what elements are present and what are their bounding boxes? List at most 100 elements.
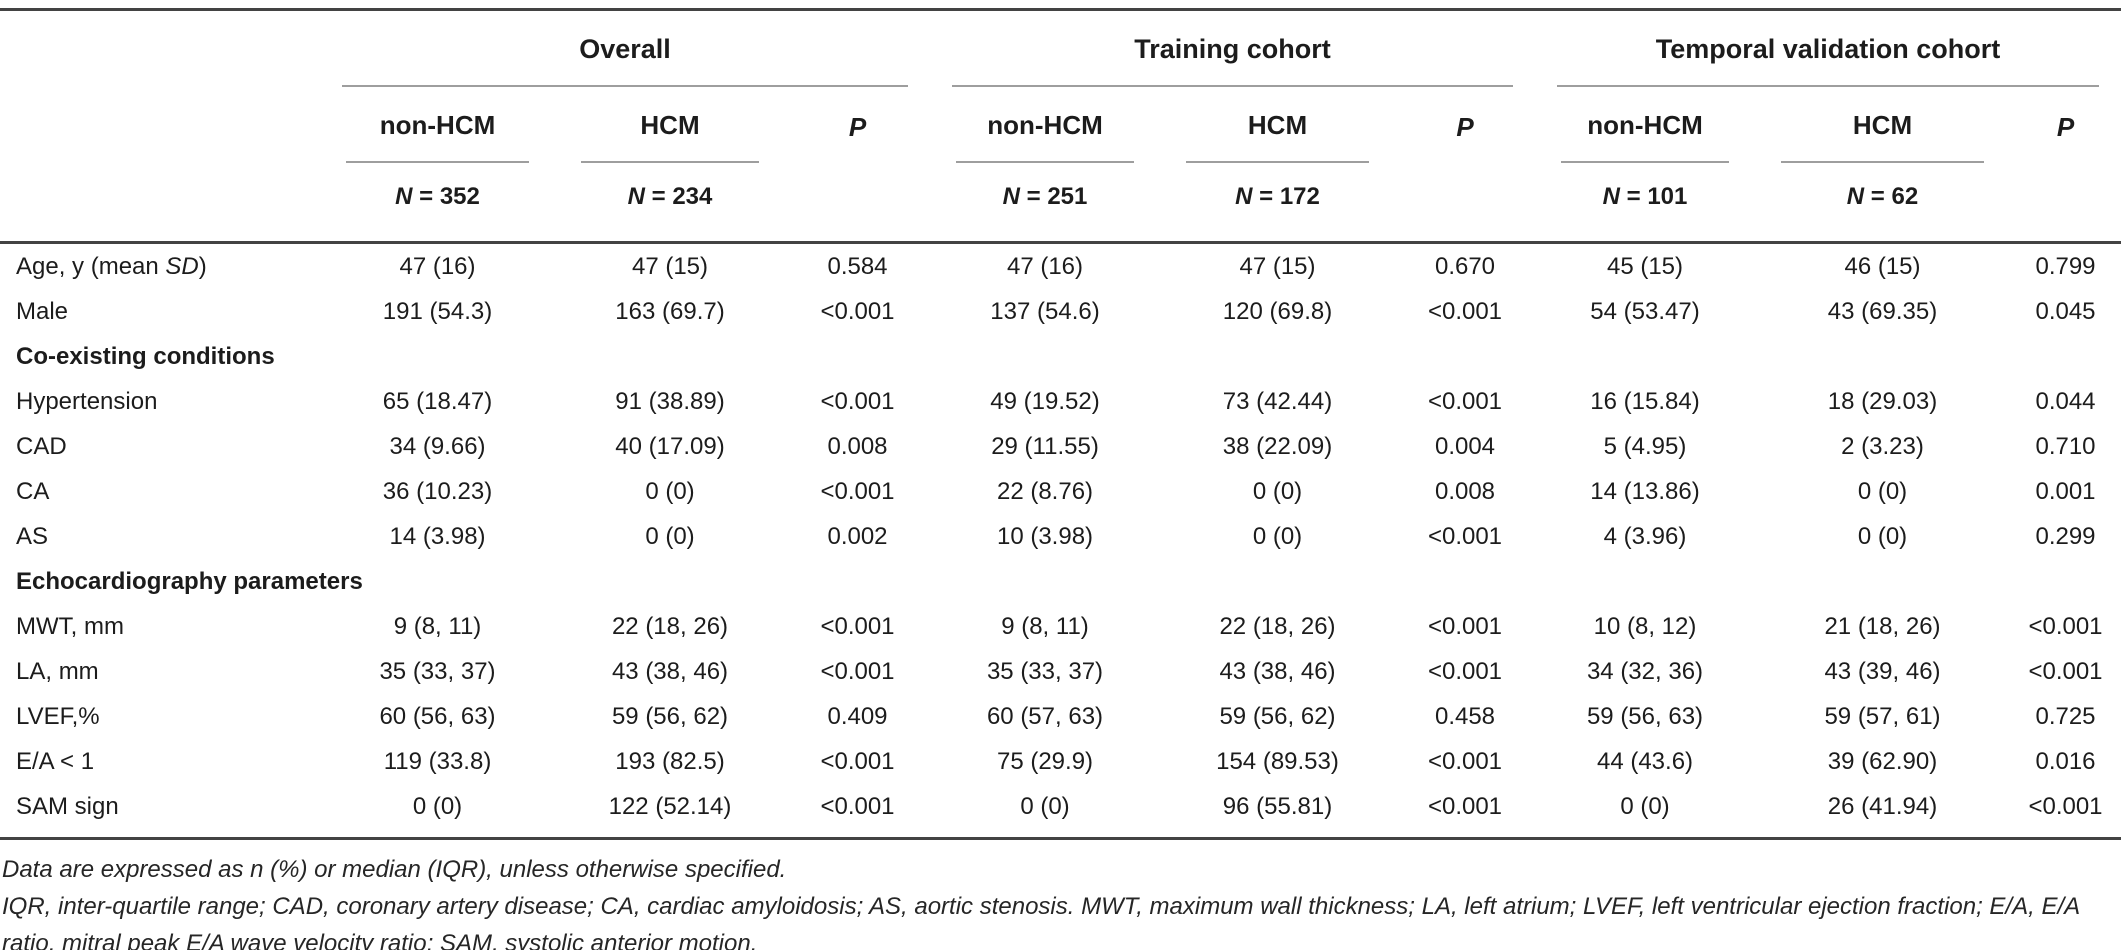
cell: 0.001 [2035,477,2096,505]
cell: 0.008 [1434,477,1496,505]
cell: 4 (3.96) [1603,522,1687,550]
cell: 22 (8.76) [996,477,1094,505]
row-label-text: CA [16,477,50,505]
cell: <0.001 [2028,657,2103,685]
cell: 0 (0) [1252,522,1303,550]
cell: 39 (62.90) [1827,747,1938,775]
sample-size-overall-hcm: N = 234 [555,163,785,244]
cell: 193 (82.5) [615,747,725,775]
cell: 10 (3.98) [996,522,1094,550]
cell: 35 (33, 37) [986,657,1104,685]
column-header-temporal-hcm: HCM [1755,87,2010,163]
cell: <0.001 [2028,612,2103,640]
cell: 5 (4.95) [1603,432,1687,460]
section-label: Echocardiography parameters [0,559,2121,604]
table-header: Overall Training cohort Temporal validat… [0,9,2121,244]
cell: <0.001 [820,747,895,775]
cell: 60 (56, 63) [379,702,496,730]
cell: 2 (3.23) [1841,432,1924,460]
row-label: SAM sign [0,784,320,840]
cell: 59 (56, 63) [1586,702,1704,730]
cell: 0 (0) [1252,477,1303,505]
table-row: SAM sign 0 (0) 122 (52.14) <0.001 0 (0) 96 (5… [0,784,2121,840]
cell: 47 (16) [1006,252,1084,280]
cell: 40 (17.09) [615,432,725,460]
cell: 16 (15.84) [1590,387,1700,415]
cell: 54 (53.47) [1590,297,1700,325]
row-label-text: Male [16,297,69,325]
cell: 0 (0) [930,784,1160,840]
cell: 0.584 [827,252,888,280]
cell: 35 (33, 37) [379,657,496,685]
row-label-text: SD [165,252,199,280]
table-row: Hypertension 65 (18.47) 91 (38.89) <0.001 49… [0,379,2121,424]
cell: 154 (89.53) [1216,747,1339,775]
row-label-text: ) [198,252,207,280]
table-row: Male 191 (54.3) 163 (69.7) <0.001 137 (54.6)… [0,289,2121,334]
cell: 34 (9.66) [389,432,486,460]
cell: 10 (8, 12) [1593,612,1697,640]
row-label-text: SAM sign [16,792,119,820]
section-label: Co-existing conditions [0,334,2121,379]
cell: 0 (0) [645,477,695,505]
cell: <0.001 [1427,522,1503,550]
row-label-text: E/A < 1 [16,747,95,775]
cell: 44 (43.6) [1596,747,1694,775]
cell: 0 (0) [320,784,555,840]
cell: 0.725 [2035,702,2096,730]
table-row: E/A < 1 119 (33.8) 193 (82.5) <0.001 75 (29.… [0,739,2121,784]
column-header-overall-hcm: HCM [555,87,785,163]
table-row: CA 36 (10.23) 0 (0) <0.001 22 (8.76) 0 (0) 0.0… [0,469,2121,514]
cell: 0.670 [1434,252,1496,280]
cell: 47 (15) [631,252,709,280]
row-label: LVEF,% [0,694,320,739]
row-label: CAD [0,424,320,469]
cell: <0.001 [820,477,895,505]
cell: 119 (33.8) [383,747,492,775]
row-label-text: Echocardiography parameters [16,567,363,595]
row-label-text: LVEF,% [16,702,100,730]
cell: <0.001 [820,387,895,415]
cell: 0 (0) [1857,477,1908,505]
row-label: Male [0,289,320,334]
group-label: Temporal validation cohort [1557,28,2099,87]
cell: 29 (11.55) [991,432,1099,460]
cell: 0.458 [1434,702,1496,730]
sample-size-training-non-hcm: N = 251 [930,163,1160,244]
cell: 47 (15) [1239,252,1316,280]
cell: 91 (38.89) [615,387,725,415]
cell: 120 (69.8) [1222,297,1333,325]
sample-size-temporal-hcm: N = 62 [1755,163,2010,244]
table-row: AS 14 (3.98) 0 (0) 0.002 10 (3.98) 0 (0) <0.00… [0,514,2121,559]
cell: 9 (8, 11) [393,612,482,640]
cell: <0.001 [1427,297,1503,325]
cohort-comparison-table: Overall Training cohort Temporal validat… [0,8,2121,840]
cell: <0.001 [820,297,895,325]
cell: 43 (38, 46) [611,657,729,685]
table-row: LVEF,% 60 (56, 63) 59 (56, 62) 0.409 60 (57,… [0,694,2121,739]
cell: 43 (39, 46) [1824,657,1941,685]
cell: 0.299 [2035,522,2096,550]
cell: 34 (32, 36) [1586,657,1704,685]
row-label: CA [0,469,320,514]
cell: <0.001 [785,784,930,840]
group-header-training: Training cohort [930,10,1535,87]
cell: 46 (15) [1844,252,1921,280]
cell: 65 (18.47) [382,387,493,415]
row-label-text: Hypertension [16,387,158,415]
sample-size-temporal-non-hcm: N = 101 [1535,163,1755,244]
cell: 191 (54.3) [382,297,493,325]
cell: 18 (29.03) [1827,387,1938,415]
column-header-overall-p: P [848,112,867,142]
cell: <0.001 [1427,612,1503,640]
cell: 59 (57, 61) [1824,702,1941,730]
row-label-text: AS [16,522,49,550]
column-header-temporal-p: P [2056,112,2075,142]
column-header-overall-non-hcm: non-HCM [320,87,555,163]
cell: <0.001 [1395,784,1535,840]
cell: 59 (56, 62) [1219,702,1336,730]
cell: 0.016 [2035,747,2096,775]
cell: 0.409 [827,702,888,730]
cell: 0.004 [1434,432,1496,460]
cell: <0.001 [820,657,895,685]
